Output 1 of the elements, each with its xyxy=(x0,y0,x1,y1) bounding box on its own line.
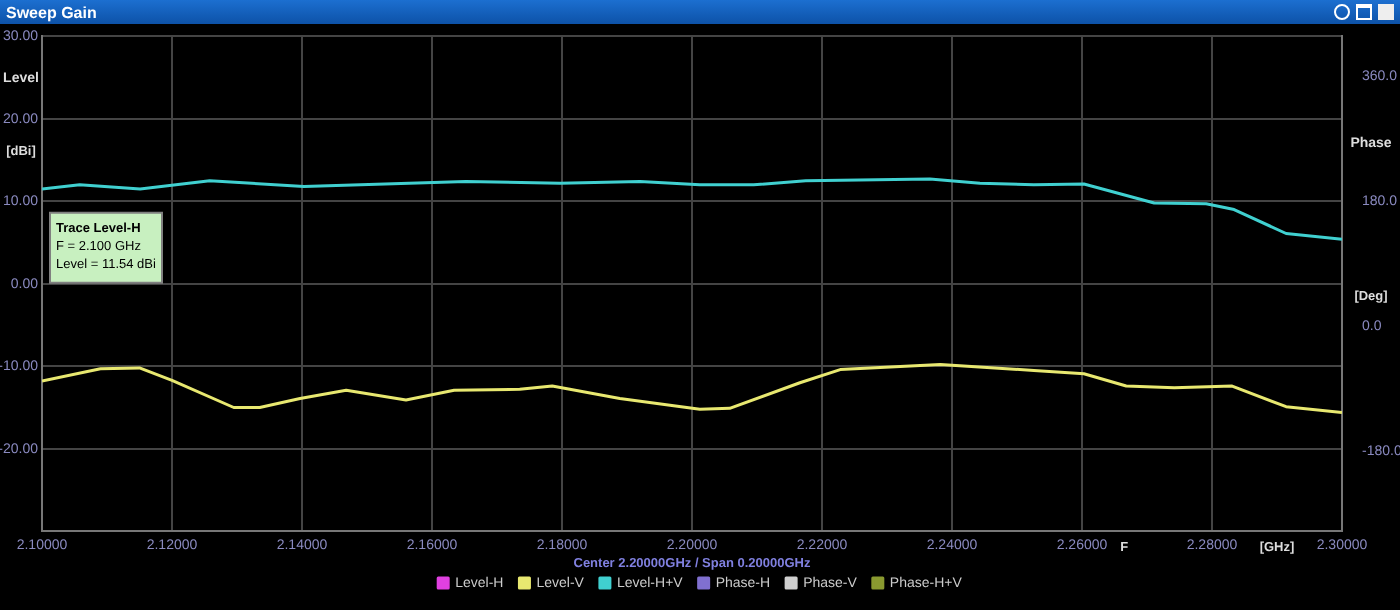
chart-title: Sweep Gain xyxy=(6,3,97,21)
